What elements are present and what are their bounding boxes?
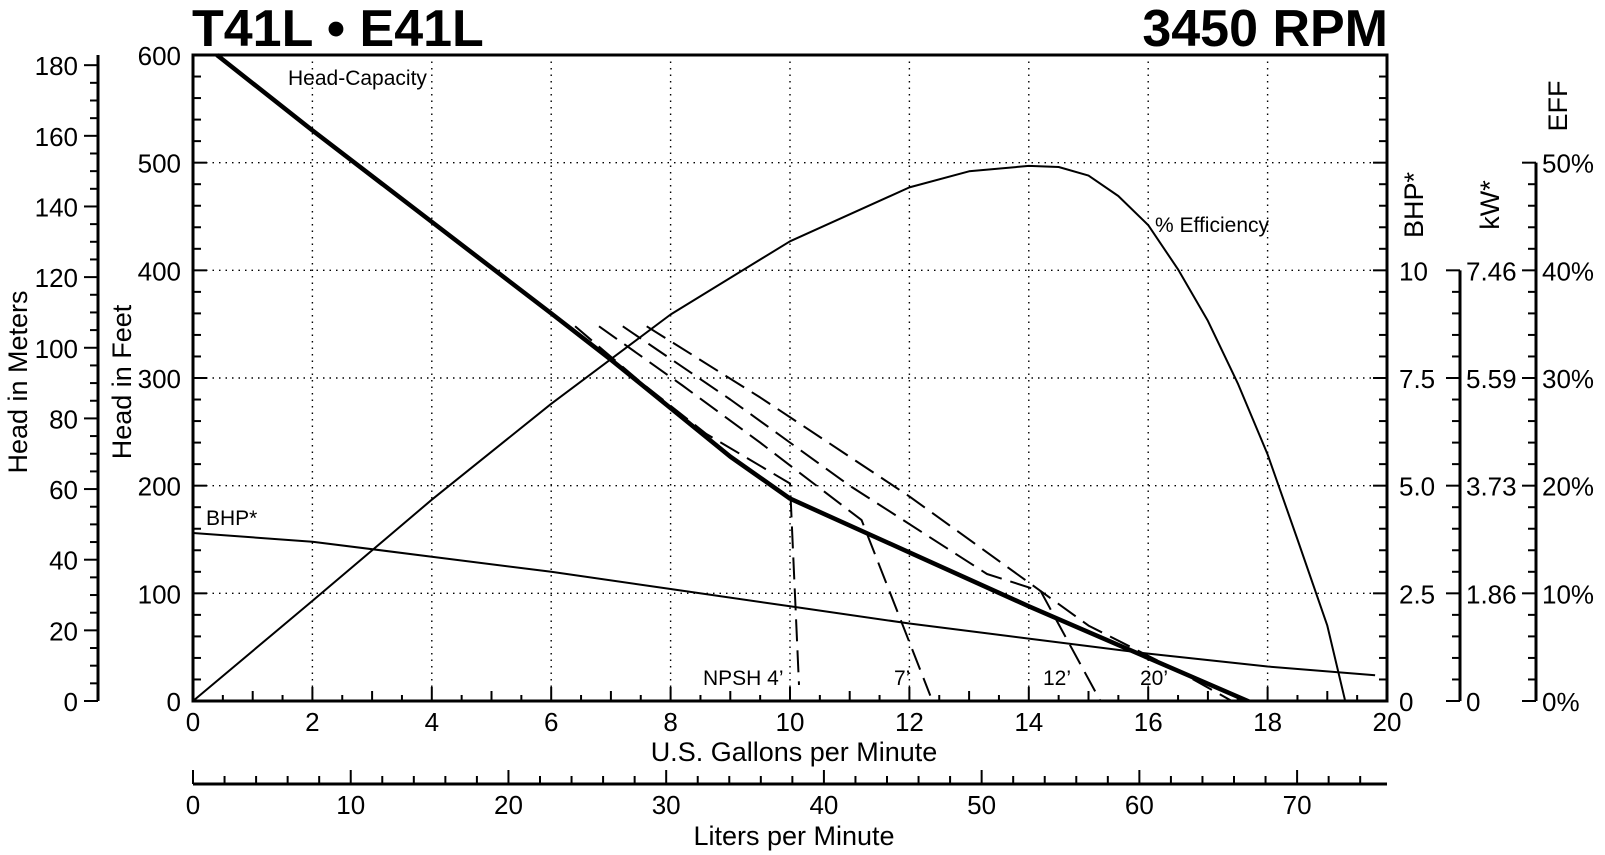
x-axis-title: U.S. Gallons per Minute: [651, 737, 938, 767]
lpm-tick-label: 70: [1283, 790, 1312, 820]
x-tick-label: 12: [895, 707, 924, 737]
bhp-tick-label: 0: [1399, 687, 1413, 717]
x-tick-label: 20: [1373, 707, 1402, 737]
chart-title: T41L • E41L: [192, 0, 484, 58]
meters-tick-label: 120: [35, 263, 78, 293]
curve-efficiency: [193, 164, 1347, 701]
chart-subtitle: 3450 RPM: [1142, 0, 1388, 58]
feet-tick-label: 600: [138, 41, 181, 71]
meters-tick-label: 160: [35, 122, 78, 152]
bhp-tick-label: 5.0: [1399, 472, 1435, 502]
gridlines: [193, 55, 1387, 701]
lpm-tick-label: 60: [1125, 790, 1154, 820]
x-tick-label: 18: [1253, 707, 1282, 737]
curve-npsh-4: [574, 325, 800, 685]
curve-20: [646, 325, 1233, 701]
eff-tick-label: 40%: [1542, 256, 1594, 286]
efficiency-label: % Efficiency: [1155, 214, 1269, 237]
y-axis-title-feet: Head in Feet: [107, 304, 137, 459]
feet-tick-label: 200: [138, 472, 181, 502]
meters-tick-label: 140: [35, 192, 78, 222]
meters-tick-label: 180: [35, 51, 78, 81]
kw-tick-label: 7.46: [1466, 256, 1517, 286]
feet-tick-label: 0: [167, 687, 181, 717]
bhp-tick-label: 2.5: [1399, 579, 1435, 609]
curve-7: [598, 325, 932, 696]
bhp-label: BHP*: [206, 507, 257, 530]
curve-bhp: [193, 532, 1376, 677]
npsh-20-label: 20’: [1140, 667, 1168, 690]
npsh-7-label: 7’: [894, 667, 910, 690]
lpm-tick-label: 40: [809, 790, 838, 820]
lpm-tick-label: 50: [967, 790, 996, 820]
npsh-12-label: 12’: [1043, 667, 1071, 690]
eff-tick-label: 10%: [1542, 579, 1594, 609]
bhp-tick-label: 7.5: [1399, 364, 1435, 394]
eff-tick-label: 30%: [1542, 364, 1594, 394]
x-tick-label: 2: [305, 707, 319, 737]
eff-tick-label: 0%: [1542, 687, 1580, 717]
meters-tick-label: 80: [49, 404, 78, 434]
kw-tick-label: 0: [1466, 687, 1480, 717]
curves: [193, 53, 1376, 701]
x-axis-title-lpm: Liters per Minute: [693, 821, 894, 851]
x-tick-label: 6: [544, 707, 558, 737]
x-tick-label: 16: [1134, 707, 1163, 737]
x-tick-label: 4: [425, 707, 439, 737]
curve-head-capacity: [215, 53, 1254, 701]
x-tick-label: 8: [663, 707, 677, 737]
meters-tick-label: 60: [49, 475, 78, 505]
lpm-tick-label: 30: [652, 790, 681, 820]
kw-tick-label: 1.86: [1466, 579, 1517, 609]
y-axis-title-bhp: BHP*: [1399, 171, 1429, 238]
y-axis-title-kw: kW*: [1475, 180, 1505, 230]
bhp-tick-label: 10: [1399, 256, 1428, 286]
lpm-tick-label: 0: [186, 790, 200, 820]
meters-tick-label: 100: [35, 334, 78, 364]
eff-tick-label: 20%: [1542, 472, 1594, 502]
lpm-tick-label: 10: [336, 790, 365, 820]
feet-tick-label: 100: [138, 579, 181, 609]
meters-tick-label: 40: [49, 546, 78, 576]
x-tick-label: 0: [186, 707, 200, 737]
head-capacity-label: Head-Capacity: [288, 67, 427, 90]
x-tick-label: 10: [776, 707, 805, 737]
x-tick-label: 14: [1014, 707, 1043, 737]
feet-tick-label: 300: [138, 364, 181, 394]
meters-tick-label: 20: [49, 616, 78, 646]
feet-tick-label: 400: [138, 256, 181, 286]
feet-tick-label: 500: [138, 149, 181, 179]
eff-tick-label: 50%: [1542, 149, 1594, 179]
lpm-tick-label: 20: [494, 790, 523, 820]
kw-tick-label: 5.59: [1466, 364, 1517, 394]
meters-tick-label: 0: [64, 687, 78, 717]
kw-tick-label: 3.73: [1466, 472, 1517, 502]
y-axis-title-meters: Head in Meters: [3, 290, 33, 473]
y-axis-title-eff: EFF: [1543, 81, 1573, 132]
curve-12: [622, 325, 1102, 701]
npsh-4-label: NPSH 4’: [703, 667, 784, 690]
axes: 0 2 4 6 8 10 12 14 16 18 200 10 20 30 40 50 60 7001002003…: [35, 41, 1594, 820]
